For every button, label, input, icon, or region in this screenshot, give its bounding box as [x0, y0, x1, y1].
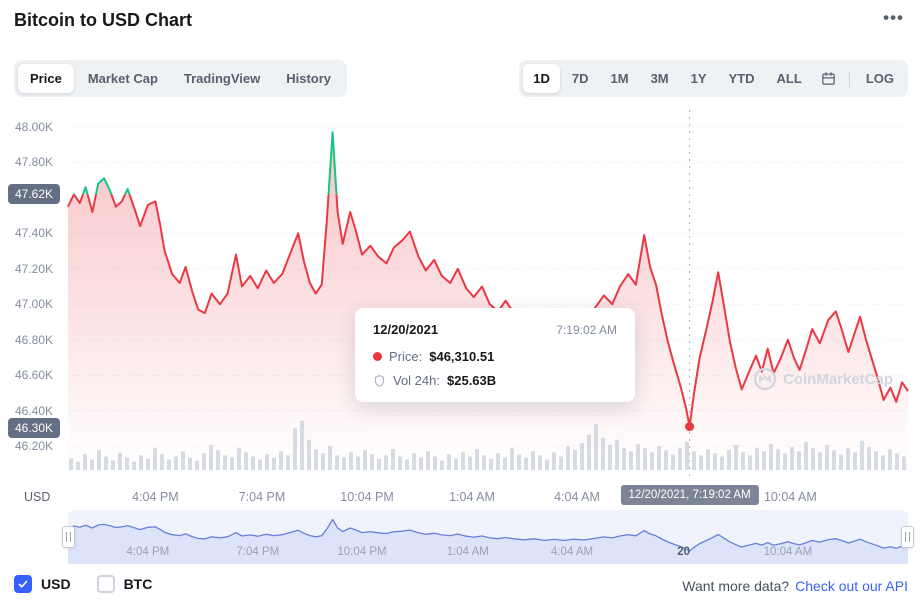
grip-icon	[905, 532, 910, 542]
tooltip-time: 7:19:02 AM	[556, 323, 617, 337]
minimap-tick: 1:04 AM	[446, 546, 489, 558]
minimap-canvas[interactable]	[68, 510, 908, 564]
range-minimap: 4:04 PM 7:04 PM 10:04 PM 1:04 AM 4:04 AM 20 10…	[62, 510, 914, 564]
usd-checkbox[interactable]: USD	[14, 575, 71, 593]
time-range-toolbar: 1D 7D 1M 3M 1Y YTD ALL LOG	[519, 60, 908, 97]
y-axis-tick: 46.80K	[15, 332, 54, 347]
tab-price[interactable]: Price	[18, 64, 74, 93]
tab-log[interactable]: LOG	[865, 71, 894, 86]
tooltip-price-value: $46,310.51	[429, 349, 495, 364]
minimap-line	[68, 518, 908, 552]
minimap-tick: 4:04 PM	[126, 546, 170, 558]
y-axis-tick: 47.20K	[15, 261, 54, 276]
x-axis-tick: 4:04 AM	[554, 490, 600, 504]
calendar-icon[interactable]	[814, 67, 843, 90]
y-axis-tick: 46.60K	[15, 368, 54, 383]
y-axis-tick: 47.80K	[15, 155, 54, 170]
tab-market-cap[interactable]: Market Cap	[87, 71, 158, 86]
x-axis-tick: 4:04 PM	[132, 490, 179, 504]
tab-7d[interactable]: 7D	[571, 71, 589, 86]
range-handle-left[interactable]	[62, 526, 75, 548]
y-axis-unit-label: USD	[24, 490, 51, 504]
tooltip-price-label: Price:	[389, 349, 423, 364]
tooltip-vol-label: Vol 24h:	[393, 373, 440, 388]
y-axis-price-badge: 47.62K	[8, 184, 61, 205]
y-axis-tick: 47.00K	[15, 297, 54, 312]
tab-tradingview[interactable]: TradingView	[183, 71, 261, 86]
page-title: Bitcoin to USD Chart	[14, 10, 192, 30]
chart-type-tabs: Price Market Cap TradingView History	[14, 60, 348, 97]
api-link[interactable]: Check out our API	[795, 578, 908, 594]
tab-1m[interactable]: 1M	[610, 71, 629, 86]
btc-checkbox[interactable]: BTC	[96, 575, 153, 593]
usd-checkbox-label: USD	[41, 576, 71, 592]
y-axis-tick: 46.20K	[15, 439, 54, 454]
tooltip-vol-value: $25.63B	[447, 373, 497, 388]
watermark: CoinMarketCap	[753, 367, 893, 391]
crosshair-point	[685, 422, 695, 432]
price-chart: 48.00K 47.80K 47.62K 47.40K 47.20K 47.00K 46.8…	[0, 108, 922, 510]
y-axis-tick: 46.40K	[15, 403, 54, 418]
grip-icon	[66, 532, 71, 542]
tab-1y[interactable]: 1Y	[690, 71, 707, 86]
watermark-text: CoinMarketCap	[783, 370, 894, 388]
tab-all[interactable]: ALL	[776, 71, 802, 86]
time-range-tabs: 1D 7D 1M 3M 1Y YTD ALL LOG	[519, 60, 908, 97]
x-axis-tick: 1:04 AM	[449, 490, 495, 504]
divider	[848, 70, 850, 87]
shield-icon	[374, 374, 385, 387]
y-axis-tick: 47.40K	[15, 226, 54, 241]
price-series-dot-icon	[373, 352, 382, 361]
more-options-icon[interactable]: •••	[883, 8, 904, 27]
btc-checkbox-label: BTC	[123, 576, 153, 592]
minimap-tick: 10:04 AM	[763, 546, 813, 558]
tab-ytd[interactable]: YTD	[728, 71, 755, 86]
minimap-area-fill	[68, 519, 908, 564]
chart-tooltip: 12/20/2021 7:19:02 AM Price: $46,310.51 …	[355, 308, 635, 402]
crosshair-time-badge: 12/20/2021, 7:19:02 AM	[620, 485, 759, 505]
tab-history[interactable]: History	[286, 71, 332, 86]
tooltip-date: 12/20/2021	[373, 322, 439, 337]
currency-toggles: USD BTC	[14, 575, 152, 593]
x-axis-tick: 10:04 AM	[763, 490, 817, 504]
price-line-down	[67, 194, 909, 428]
cta-text: Want more data?	[682, 578, 790, 594]
api-cta: Want more data? Check out our API	[682, 578, 908, 594]
coinmarketcap-logo-icon	[753, 367, 777, 391]
minimap-tick: 4:04 AM	[550, 546, 594, 558]
price-chart-canvas[interactable]	[0, 108, 922, 510]
minimap-tick: 20	[677, 546, 691, 558]
range-handle-right[interactable]	[901, 526, 914, 548]
tab-3m[interactable]: 3M	[650, 71, 669, 86]
chart-type-toolbar: Price Market Cap TradingView History	[14, 60, 348, 97]
tab-1d[interactable]: 1D	[523, 64, 560, 93]
checkbox-checked-icon	[14, 575, 32, 593]
volume-bars	[69, 420, 906, 470]
y-axis-price-badge: 46.30K	[8, 418, 61, 439]
y-axis-tick: 48.00K	[15, 119, 54, 134]
minimap-tick: 7:04 PM	[236, 546, 280, 558]
checkbox-unchecked-icon	[96, 575, 115, 593]
x-axis-tick: 7:04 PM	[238, 490, 286, 504]
minimap-tick: 10:04 PM	[337, 546, 387, 558]
x-axis-tick: 10:04 PM	[340, 490, 394, 504]
